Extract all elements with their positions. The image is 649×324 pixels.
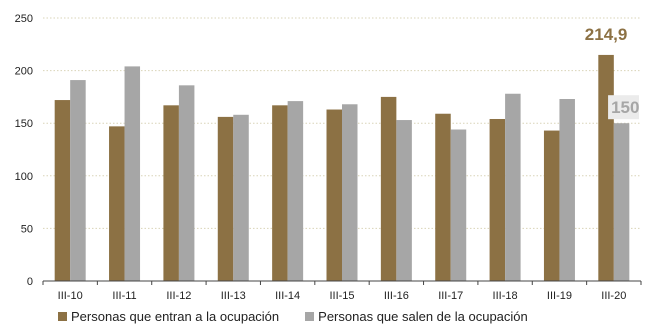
y-tick-label-50: 50 [21,223,33,235]
data-label-III-20-salen: 150,0 [611,98,649,117]
bar-III-18-entran [489,118,506,281]
data-label-III-20-entran: 214,9 [585,25,628,44]
y-tick-label-0: 0 [27,276,33,288]
bar-III-13-salen [233,114,249,281]
x-tick-label-III-17: III-17 [438,290,463,302]
x-tick-label-III-19: III-19 [547,290,572,302]
x-tick-label-III-15: III-15 [329,290,354,302]
bar-III-17-salen [450,129,467,281]
x-axis: III-10 III-11 III-12 III-13 III-14 III-15 III-… [42,280,642,302]
legend-item-salen: Personas que salen de la ocupación [305,309,528,324]
bar-III-12-entran [163,105,179,281]
legend-swatch-salen [305,311,315,321]
x-tick-label-III-16: III-16 [384,290,409,302]
bar-III-16-entran [380,96,397,282]
x-tick-label-III-20: III-20 [601,290,626,302]
x-tick-label-III-12: III-12 [166,290,191,302]
bar-III-13-entran [217,116,234,281]
bar-III-14-salen [287,101,304,281]
annotations: 214,9 150,0 [585,25,649,120]
legend-label-entran: Personas que entran a la ocupación [71,308,280,324]
bar-III-20-entran [598,54,614,281]
bars [54,54,630,282]
legend-swatch-entran [58,311,67,321]
y-axis: 0 50 100 150 200 250 [15,13,33,288]
bar-III-11-entran [109,126,125,281]
legend-item-entran: Personas que entran a la ocupación [58,309,279,324]
bar-III-17-entran [435,113,451,282]
bar-III-15-entran [326,109,342,281]
y-tick-label-250: 250 [15,13,33,25]
bar-III-20-salen [613,123,630,281]
bar-III-14-entran [272,105,288,281]
x-tick-label-III-18: III-18 [493,290,518,302]
bar-III-10-salen [70,80,86,282]
bar-III-12-salen [178,85,195,281]
bar-III-19-entran [543,130,560,281]
bar-III-15-salen [342,104,358,281]
legend: Personas que entran a la ocupación Perso… [58,308,554,324]
y-tick-label-200: 200 [15,66,33,78]
bar-III-11-salen [124,66,141,281]
bar-III-10-entran [54,100,71,281]
bar-III-19-salen [559,99,575,281]
y-tick-label-150: 150 [15,118,33,130]
data-label-box-III-20-salen [608,95,639,120]
legend-label-salen: Personas que salen de la ocupación [318,308,528,324]
y-tick-label-100: 100 [15,171,33,183]
x-tick-label-III-10: III-10 [58,290,83,302]
x-tick-label-III-14: III-14 [275,290,300,302]
bar-III-16-salen [396,120,412,281]
x-tick-label-III-13: III-13 [221,290,246,302]
bar-III-18-salen [505,93,521,281]
x-tick-label-III-11: III-11 [112,290,136,302]
